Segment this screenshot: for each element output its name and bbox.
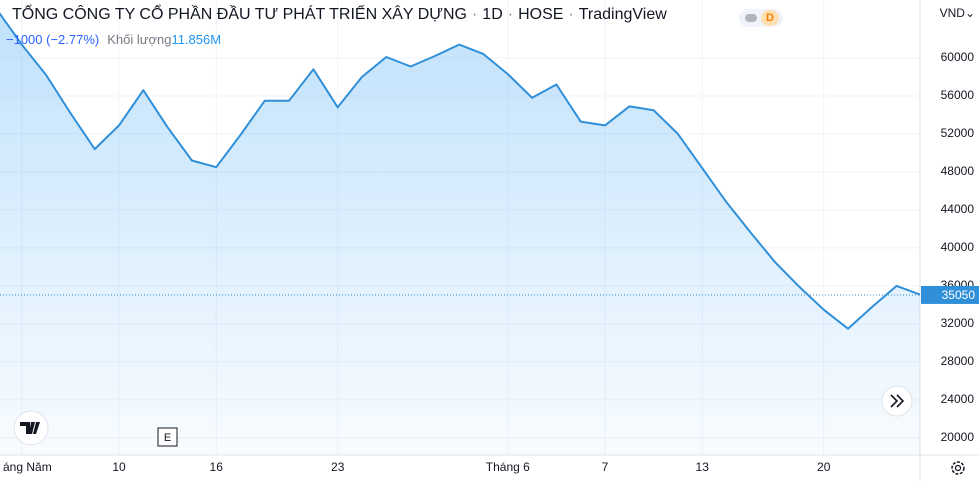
y-tick-label: 20000: [941, 430, 975, 444]
badge-label: D: [761, 10, 779, 26]
y-tick-label: 52000: [941, 126, 975, 140]
legend-values: −1000 (−2.77%) Khối lượng11.856M: [6, 32, 221, 47]
x-tick-label: 10: [112, 460, 126, 474]
y-tick-label: 60000: [941, 50, 975, 64]
interval: 1D: [482, 6, 503, 23]
volume-label: Khối lượng: [107, 32, 172, 47]
last-price-label: 35050: [942, 288, 976, 302]
currency[interactable]: VND⌄: [939, 6, 975, 20]
y-tick-label: 44000: [941, 202, 975, 216]
currency-label: VND: [939, 6, 965, 20]
y-tick-label: 28000: [941, 354, 975, 368]
last-price-tag: [921, 285, 979, 304]
settings-icon[interactable]: [951, 461, 965, 475]
x-tick-label: 7: [602, 460, 609, 474]
x-tick-label: Tháng 6: [486, 460, 530, 474]
earnings-marker[interactable]: E: [157, 427, 178, 447]
y-tick-label: 32000: [941, 316, 975, 330]
legend-title: TỔNG CÔNG TY CỔ PHẦN ĐẦU TƯ PHÁT TRIỂN X…: [12, 6, 667, 23]
x-tick-label: 23: [331, 460, 345, 474]
marker-label: E: [164, 432, 171, 444]
y-tick-label: 40000: [941, 240, 975, 254]
tv-logo[interactable]: [13, 410, 49, 446]
area-fill: [0, 13, 920, 455]
status-badge[interactable]: D: [739, 9, 783, 27]
volume-value: 11.856M: [171, 32, 222, 47]
y-tick-label: 48000: [941, 164, 975, 178]
price-line: [0, 12, 920, 330]
symbol-name: TỔNG CÔNG TY CỔ PHẦN ĐẦU TƯ PHÁT TRIỂN X…: [12, 6, 467, 23]
x-tick-label: áng Năm: [3, 460, 52, 474]
exchange: HOSE: [518, 6, 564, 23]
x-tick-label: 16: [210, 460, 224, 474]
x-tick-label: 13: [696, 460, 710, 474]
y-tick-label: 24000: [941, 392, 975, 406]
price-change: −1000 (−2.77%): [6, 32, 100, 47]
y-tick-label: 56000: [941, 88, 975, 102]
source: TradingView: [578, 6, 667, 23]
scroll-button[interactable]: [881, 385, 913, 417]
x-tick-label: 20: [817, 460, 831, 474]
